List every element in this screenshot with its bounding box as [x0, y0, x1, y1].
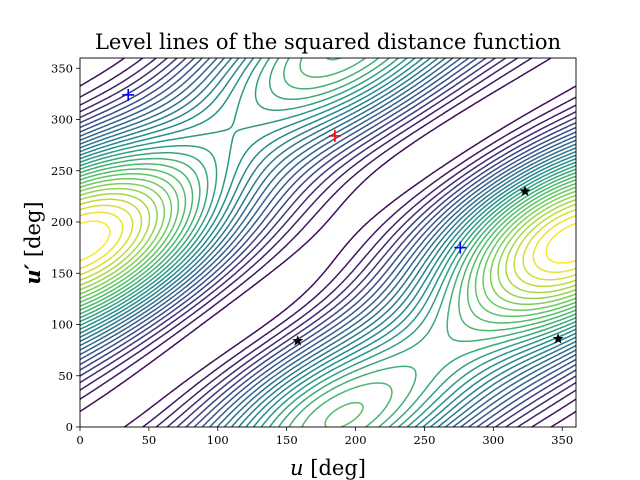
- y-tick-label: 50: [58, 369, 73, 383]
- marker-saddle: [552, 333, 564, 344]
- y-tick-label: 0: [66, 420, 73, 434]
- y-tick-label: 250: [51, 164, 73, 178]
- contour-level: [80, 58, 576, 427]
- critical-point-markers: [122, 88, 564, 346]
- y-tick-label: 200: [51, 215, 73, 229]
- contour-level: [80, 193, 576, 294]
- contour-level: [80, 58, 576, 427]
- contour-level: [80, 58, 576, 427]
- y-axis-ticks: 0 50 100 150 200 250 300 350: [51, 61, 80, 434]
- plot-frame: [79, 57, 577, 428]
- contour-level: [80, 198, 576, 288]
- x-tick-label: 50: [142, 433, 157, 447]
- x-axis-ticks: 0 50 100 150 200 250 300 350: [76, 427, 573, 447]
- x-tick-label: 150: [276, 433, 298, 447]
- marker-minimum: [122, 88, 135, 101]
- contour-level: [80, 58, 576, 427]
- contour-lines: [80, 58, 576, 427]
- marker-saddle: [519, 185, 531, 196]
- contour-level: [80, 177, 576, 311]
- contour-level: [80, 58, 576, 427]
- contour-level: [80, 58, 576, 427]
- x-tick-label: 250: [413, 433, 435, 447]
- y-tick-label: 300: [51, 113, 73, 127]
- x-tick-label: 200: [345, 433, 367, 447]
- contour-level: [80, 58, 576, 427]
- x-tick-label: 350: [551, 433, 573, 447]
- marker-minimum: [454, 241, 467, 254]
- y-tick-label: 150: [51, 266, 73, 280]
- x-tick-label: 300: [482, 433, 504, 447]
- x-axis-label: u [deg]: [290, 456, 366, 480]
- y-tick-label: 100: [51, 318, 73, 332]
- contour-level: [80, 58, 576, 427]
- chart-title: Level lines of the squared distance func…: [95, 30, 561, 54]
- contour-level: [80, 187, 576, 300]
- contour-level: [80, 173, 576, 318]
- x-tick-label: 0: [76, 433, 83, 447]
- contour-level: [80, 182, 576, 306]
- y-tick-label: 350: [51, 61, 73, 75]
- contour-level: [80, 58, 576, 427]
- marker-saddle: [292, 335, 304, 346]
- y-axis-label: u′ [deg]: [20, 201, 45, 284]
- contour-level: [80, 58, 576, 427]
- contour-level: [80, 58, 576, 427]
- x-tick-label: 100: [207, 433, 229, 447]
- marker-maximum: [328, 129, 341, 142]
- contour-level: [80, 220, 576, 264]
- contour-level: [80, 58, 576, 427]
- contour-level: [80, 58, 576, 427]
- contour-level: [80, 204, 576, 281]
- contour-level: [80, 211, 576, 274]
